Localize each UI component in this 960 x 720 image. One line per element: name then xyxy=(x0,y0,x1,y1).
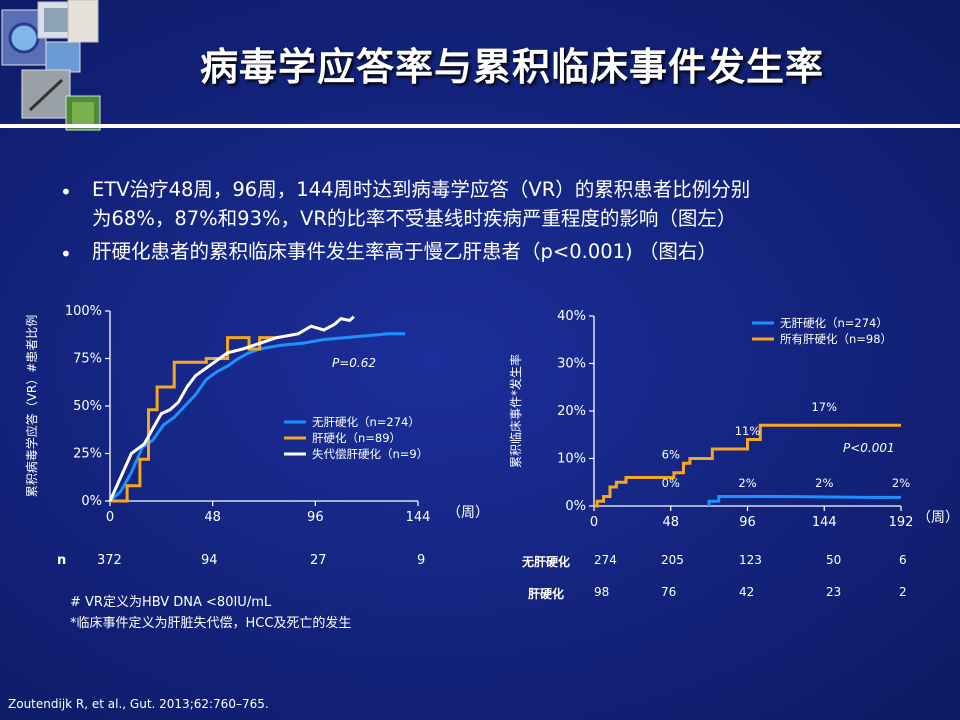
data-label: 6% xyxy=(662,448,680,462)
legend-label: 肝硬化（n=89） xyxy=(312,431,401,445)
right-table-value: 42 xyxy=(739,585,755,599)
legend-label: 无肝硬化（n=274） xyxy=(312,415,420,429)
bullet-1-line-1: ETV治疗48周，96周，144周时达到病毒学应答（VR）的累积患者比例分别 xyxy=(92,178,751,201)
y-tick-label: 0% xyxy=(81,494,102,509)
bullet-marker: • xyxy=(60,180,72,204)
p-value-annotation: P=0.62 xyxy=(332,356,376,370)
x-tick-label: 48 xyxy=(204,510,221,525)
right-table-value: 2 xyxy=(899,585,907,599)
left-table-value: 9 xyxy=(417,553,426,568)
left-table-value: 372 xyxy=(97,553,122,568)
data-label: 0% xyxy=(662,476,680,490)
data-label: 2% xyxy=(892,476,910,490)
x-tick-label: 144 xyxy=(812,515,837,530)
logo-collage-image xyxy=(1,0,101,131)
right-table-row-label: 肝硬化 xyxy=(528,587,565,601)
series-line-1 xyxy=(594,423,901,508)
series-line-1 xyxy=(110,336,277,503)
data-label: 2% xyxy=(738,476,756,490)
right-table-value: 50 xyxy=(826,553,842,567)
series-line-0 xyxy=(707,495,901,506)
x-tick-label: 96 xyxy=(307,510,324,525)
x-tick-label: 48 xyxy=(662,515,679,530)
x-tick-label: 144 xyxy=(406,510,431,525)
slide-title: 病毒学应答率与累积临床事件发生率 xyxy=(200,45,825,89)
left-table-value: 94 xyxy=(201,553,218,568)
x-tick-label: 192 xyxy=(889,515,914,530)
left-table-value: 27 xyxy=(310,553,327,568)
vr-response-chart: 累积病毒学应答（VR）#患者比例 0% 25% 50% 75% 100% 0 48 96 144 （… xyxy=(24,304,480,525)
x-tick-label: 96 xyxy=(739,515,756,530)
data-label: 2% xyxy=(815,476,833,490)
right-table-value: 205 xyxy=(661,553,684,567)
y-tick-label: 10% xyxy=(557,452,586,467)
y-tick-label: 50% xyxy=(73,399,102,414)
right-table-value: 23 xyxy=(826,585,842,599)
bullet-1-line-2: 为68%，87%和93%，VR的比率不受基线时疾病严重程度的影响（图左） xyxy=(92,207,737,230)
y-tick-label: 30% xyxy=(557,357,586,372)
y-axis-title: 累积临床事件*发生率 xyxy=(508,354,523,468)
y-tick-label: 100% xyxy=(65,304,102,319)
clinical-events-chart: 累积临床事件*发生率 0% 10% 20% 30% 40% 0 48 96 144 192 （周） 无肝… xyxy=(508,309,959,530)
x-tick-label: 0 xyxy=(590,515,598,530)
bullet-2-line-1: 肝硬化患者的累积临床事件发生率高于慢乙肝患者（p<0.001) （图右） xyxy=(92,240,717,263)
header-logo-collage xyxy=(0,0,140,140)
x-axis-unit: （周） xyxy=(447,505,480,521)
right-table-value: 76 xyxy=(661,585,677,599)
data-label: 11% xyxy=(735,424,761,438)
left-table-n-label: n xyxy=(57,553,67,568)
y-tick-label: 75% xyxy=(73,352,102,367)
right-table-value: 98 xyxy=(594,585,610,599)
footnote-vr-definition: # VR定义为HBV DNA <80IU/mL xyxy=(70,595,272,610)
right-table-row-label: 无肝硬化 xyxy=(522,555,571,569)
data-label: 17% xyxy=(811,400,837,414)
p-value-annotation: P<0.001 xyxy=(843,441,895,455)
series-line-2 xyxy=(108,315,355,502)
y-tick-label: 40% xyxy=(557,309,586,324)
bullet-marker: • xyxy=(60,242,72,266)
header-divider xyxy=(0,124,960,128)
right-table-value: 6 xyxy=(899,553,907,567)
y-tick-label: 20% xyxy=(557,404,586,419)
y-axis-title: 累积病毒学应答（VR）#患者比例 xyxy=(24,315,39,498)
legend-label: 所有肝硬化（n=98） xyxy=(780,332,892,346)
citation-footer: Zoutendijk R, et al., Gut. 2013;62:760–7… xyxy=(8,697,269,711)
footnote-event-definition: *临床事件定义为肝脏失代偿，HCC及死亡的发生 xyxy=(70,616,352,631)
legend-label: 无肝硬化（n=274） xyxy=(780,316,888,330)
right-table-value: 123 xyxy=(739,553,762,567)
y-tick-label: 0% xyxy=(565,499,586,514)
right-table-value: 274 xyxy=(594,553,617,567)
x-tick-label: 0 xyxy=(106,510,114,525)
legend-label: 失代偿肝硬化（n=9） xyxy=(312,447,428,461)
x-axis-unit: （周） xyxy=(917,510,959,526)
y-tick-label: 25% xyxy=(73,447,102,462)
